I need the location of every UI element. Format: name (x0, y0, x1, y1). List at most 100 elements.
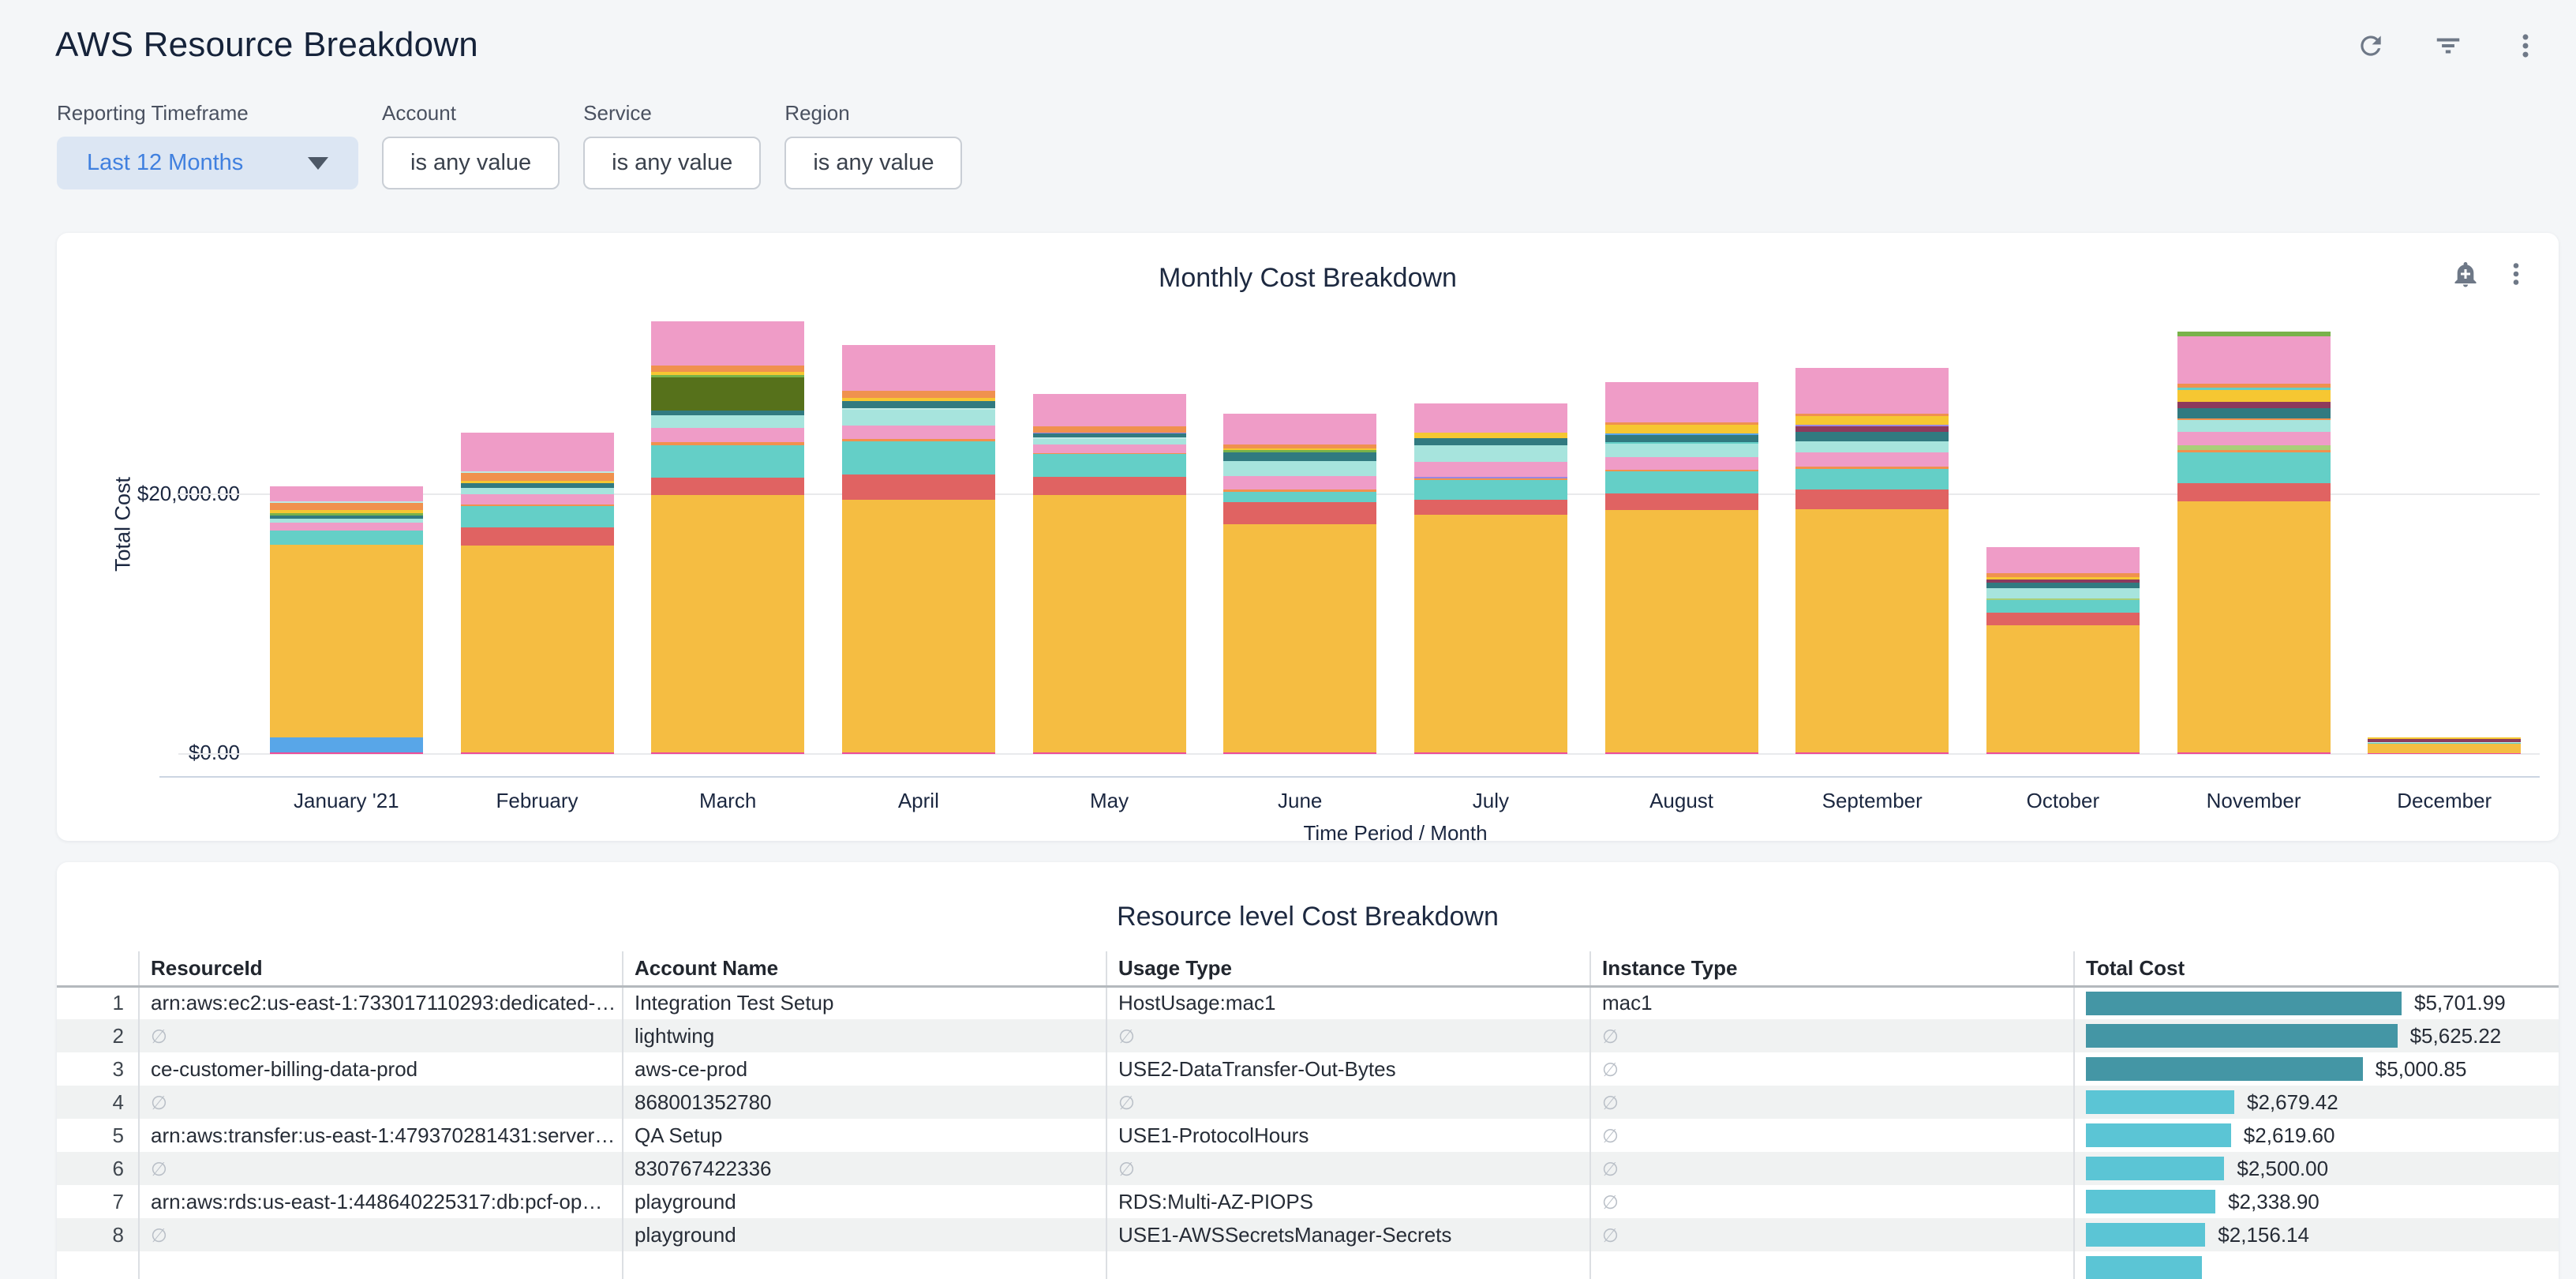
cell-usage-type[interactable]: ∅ (1106, 1019, 1590, 1052)
stacked-bar-november[interactable] (2177, 332, 2331, 754)
bar-segment-teal[interactable] (1223, 492, 1377, 503)
cell-instance-type[interactable] (1589, 1251, 2074, 1279)
bar-segment-teal[interactable] (460, 506, 614, 527)
stacked-bar-february[interactable] (460, 433, 614, 754)
bar-segment-pink[interactable] (1223, 475, 1377, 490)
bar-segment-lightcyan[interactable] (651, 414, 805, 428)
bar-segment-orange[interactable] (841, 390, 995, 399)
col-header-total-cost[interactable]: Total Cost (2073, 951, 2559, 988)
cell-account-name[interactable]: Integration Test Setup (622, 986, 1106, 1019)
bar-segment-teal[interactable] (1795, 468, 1949, 490)
cell-total-cost[interactable]: $2,500.00 (2073, 1152, 2559, 1185)
bar-segment-red[interactable] (1032, 477, 1186, 496)
bar-segment-darkteal[interactable] (1986, 582, 2140, 589)
bar-segment-red[interactable] (1223, 502, 1377, 524)
bar-segment-orange[interactable] (651, 365, 805, 373)
cell-total-cost[interactable]: $2,338.90 (2073, 1185, 2559, 1218)
bar-segment-darkteal[interactable] (1604, 434, 1758, 443)
cell-resource-id[interactable]: arn:aws:ec2:us-east-1:733017110293:dedic… (138, 986, 623, 1019)
stacked-bar-september[interactable] (1795, 368, 1949, 754)
bar-segment-purple[interactable] (1032, 432, 1186, 434)
cell-account-name[interactable]: 830767422336 (622, 1152, 1106, 1185)
cell-resource-id[interactable]: ce-customer-billing-data-prod (138, 1052, 623, 1086)
bar-segment-orange[interactable] (1032, 426, 1186, 433)
bar-segment-orange[interactable] (1032, 452, 1186, 455)
bar-segment-orange[interactable] (1223, 489, 1377, 493)
stacked-bar-march[interactable] (651, 321, 805, 754)
bar-segment-green[interactable] (651, 374, 805, 377)
cell-account-name[interactable]: playground (622, 1218, 1106, 1251)
bar-segment-darkteal[interactable] (841, 400, 995, 408)
bar-segment-pink[interactable] (1986, 546, 2140, 574)
bar-segment-pink[interactable] (1032, 394, 1186, 427)
cell-total-cost[interactable] (2073, 1251, 2559, 1279)
bar-segment-teal[interactable] (1604, 471, 1758, 494)
bar-segment-magenta[interactable] (1795, 752, 1949, 754)
bar-segment-teal[interactable] (269, 530, 423, 546)
bar-segment-paleaqua[interactable] (841, 407, 995, 410)
bar-segment-purple[interactable] (1413, 477, 1567, 479)
bar-segment-orange[interactable] (841, 439, 995, 442)
bar-segment-purple[interactable] (1795, 425, 1949, 426)
stacked-bar-january-21[interactable] (269, 486, 423, 754)
bar-segment-teal[interactable] (1986, 599, 2140, 613)
col-header-account-name[interactable]: Account Name (622, 951, 1106, 988)
bar-segment-gold[interactable] (1223, 448, 1377, 451)
bar-segment-teal[interactable] (651, 445, 805, 478)
bar-segment-pink[interactable] (460, 433, 614, 471)
bar-segment-orange[interactable] (2177, 450, 2331, 452)
bar-segment-orange[interactable] (1223, 444, 1377, 448)
more-vert-icon[interactable] (2502, 260, 2530, 288)
bar-segment-gold[interactable] (2177, 390, 2331, 403)
cell-resource-id[interactable]: ∅ (138, 1218, 623, 1251)
refresh-icon[interactable] (2355, 30, 2387, 62)
bar-segment-paleaqua[interactable] (2368, 741, 2522, 744)
bar-segment-orange[interactable] (460, 504, 614, 507)
stacked-bar-october[interactable] (1986, 546, 2140, 754)
cell-total-cost[interactable]: $2,156.14 (2073, 1218, 2559, 1251)
cell-instance-type[interactable]: ∅ (1589, 1052, 2074, 1086)
bar-segment-pink[interactable] (841, 425, 995, 440)
cell-account-name[interactable]: 868001352780 (622, 1086, 1106, 1119)
bar-segment-green[interactable] (2177, 332, 2331, 336)
bar-segment-magenta[interactable] (1413, 752, 1567, 754)
cell-resource-id[interactable]: ∅ (138, 1086, 623, 1119)
cell-instance-type[interactable]: ∅ (1589, 1152, 2074, 1185)
bar-segment-red[interactable] (2177, 482, 2331, 501)
bar-segment-teal[interactable] (841, 441, 995, 475)
bar-segment-lightcyan[interactable] (1604, 444, 1758, 457)
bar-segment-yellow[interactable] (1986, 625, 2140, 753)
bar-segment-pink[interactable] (1604, 456, 1758, 471)
bar-segment-teal[interactable] (1604, 442, 1758, 444)
cell-instance-type[interactable]: ∅ (1589, 1218, 2074, 1251)
bar-segment-gold[interactable] (1413, 433, 1567, 438)
col-header-instance-type[interactable]: Instance Type (1589, 951, 2074, 988)
cell-usage-type[interactable]: USE1-ProtocolHours (1106, 1119, 1590, 1152)
bar-segment-magenta[interactable] (1986, 752, 2140, 754)
bar-segment-orange[interactable] (651, 441, 805, 446)
bar-segment-pink[interactable] (1223, 413, 1377, 444)
bar-segment-lightcyan[interactable] (841, 409, 995, 426)
bar-segment-red[interactable] (460, 527, 614, 546)
bar-segment-lightcyan[interactable] (1413, 445, 1567, 462)
bar-segment-pink[interactable] (1795, 452, 1949, 467)
bar-segment-blue[interactable] (1604, 433, 1758, 435)
bar-segment-lightgreen[interactable] (1986, 598, 2140, 600)
bar-segment-orange[interactable] (1413, 478, 1567, 481)
cell-usage-type[interactable]: ∅ (1106, 1086, 1590, 1119)
cell-usage-type[interactable]: HostUsage:mac1 (1106, 986, 1590, 1019)
cell-total-cost[interactable]: $5,625.22 (2073, 1019, 2559, 1052)
bar-segment-magenta[interactable] (1604, 752, 1758, 754)
bar-segment-orange[interactable] (1795, 413, 1949, 416)
bar-segment-gold[interactable] (1986, 576, 2140, 579)
bar-segment-yellow[interactable] (651, 494, 805, 753)
stacked-bar-june[interactable] (1223, 413, 1377, 754)
filter-control-account[interactable]: is any value (382, 137, 560, 189)
bar-segment-yellow[interactable] (269, 545, 423, 738)
alert-bell-plus-icon[interactable] (2451, 260, 2480, 288)
cell-instance-type[interactable]: mac1 (1589, 986, 2074, 1019)
bar-segment-lightcyan[interactable] (460, 488, 614, 495)
bar-segment-pink[interactable] (2177, 336, 2331, 384)
bar-segment-green[interactable] (1223, 450, 1377, 452)
bar-segment-yellow[interactable] (2368, 744, 2522, 753)
